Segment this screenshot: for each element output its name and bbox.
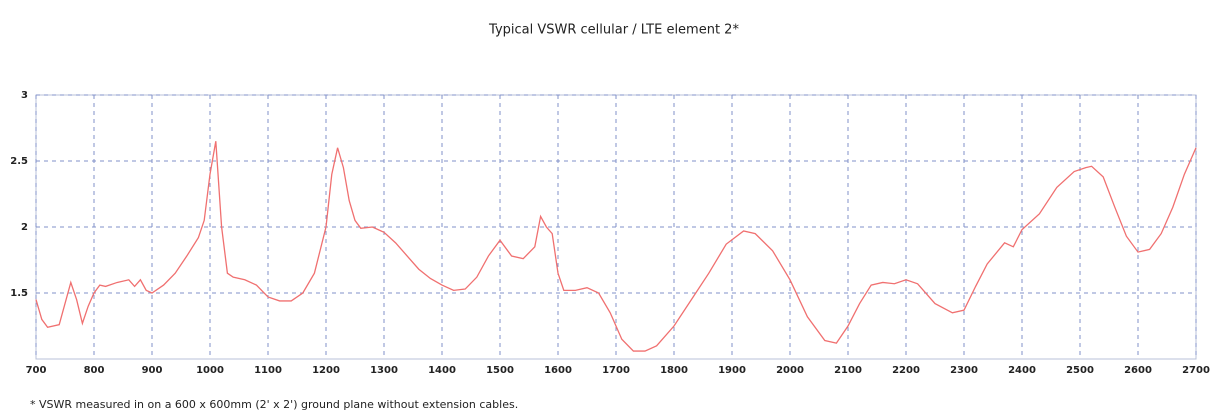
y-tick-label: 1.5 xyxy=(10,288,28,299)
x-tick-label: 1300 xyxy=(370,365,398,376)
x-tick-label: 1900 xyxy=(718,365,746,376)
x-tick-label: 2500 xyxy=(1066,365,1094,376)
x-tick-label: 2000 xyxy=(776,365,804,376)
x-tick-label: 2600 xyxy=(1124,365,1152,376)
x-tick-label: 2400 xyxy=(1008,365,1036,376)
x-tick-label: 800 xyxy=(84,365,105,376)
x-tick-label: 2100 xyxy=(834,365,862,376)
x-tick-label: 1700 xyxy=(602,365,630,376)
x-tick-label: 2300 xyxy=(950,365,978,376)
x-tick-label: 1500 xyxy=(486,365,514,376)
x-tick-label: 1600 xyxy=(544,365,572,376)
x-tick-label: 2700 xyxy=(1182,365,1210,376)
x-tick-label: 1200 xyxy=(312,365,340,376)
x-tick-label: 700 xyxy=(26,365,47,376)
x-tick-label: 1800 xyxy=(660,365,688,376)
y-tick-label: 2.5 xyxy=(10,156,28,167)
y-tick-label: 3 xyxy=(21,90,28,101)
footnote: * VSWR measured in on a 600 x 600mm (2' … xyxy=(30,398,518,411)
x-tick-label: 2200 xyxy=(892,365,920,376)
x-tick-label: 1000 xyxy=(196,365,224,376)
x-tick-label: 1100 xyxy=(254,365,282,376)
data-line xyxy=(35,141,1197,352)
chart-title: Typical VSWR cellular / LTE element 2* xyxy=(488,23,739,38)
y-tick-label: 2 xyxy=(21,222,28,233)
x-tick-label: 1400 xyxy=(428,365,456,376)
x-tick-label: 900 xyxy=(142,365,163,376)
